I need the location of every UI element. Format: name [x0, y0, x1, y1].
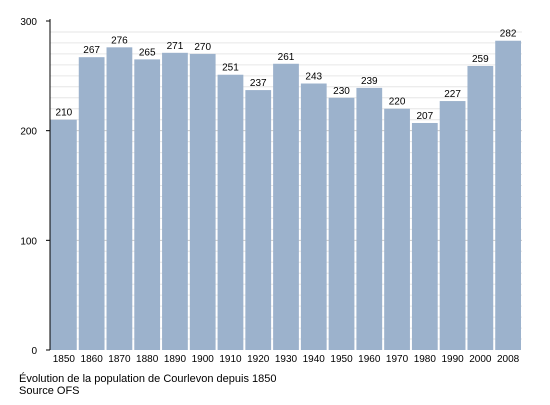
y-tick-label-300: 300 [20, 17, 37, 28]
data-label-1940: 243 [305, 72, 322, 83]
x-tick-label-1880: 1880 [136, 354, 159, 365]
bar-1860 [78, 57, 105, 350]
data-label-1900: 270 [194, 42, 211, 53]
y-tick-label-0: 0 [31, 346, 37, 357]
x-tick-label-1980: 1980 [414, 354, 437, 365]
bar-1890 [162, 52, 188, 350]
x-tick-label-1850: 1850 [53, 354, 76, 365]
bar-1950 [328, 97, 355, 351]
x-tick-label-2008: 2008 [497, 354, 520, 365]
bar-2008 [495, 40, 521, 351]
x-tick-label-1910: 1910 [219, 354, 242, 365]
data-label-1870: 276 [111, 35, 128, 46]
x-tick-label-1890: 1890 [164, 354, 187, 365]
x-tick-label-1930: 1930 [275, 354, 298, 365]
bar-1880 [134, 59, 161, 351]
bar-1870 [106, 47, 133, 350]
data-label-1850: 210 [56, 108, 73, 119]
data-label-1860: 267 [83, 45, 100, 56]
axis-layer [46, 19, 51, 351]
bar-1930 [273, 63, 299, 351]
bar-1980 [411, 122, 438, 351]
data-label-1960: 239 [361, 76, 378, 87]
bar-1920 [245, 90, 272, 350]
y-tick-label-200: 200 [20, 127, 37, 138]
bar-1940 [300, 83, 327, 350]
chart-source: Source OFS [19, 385, 80, 397]
data-label-1930: 261 [278, 52, 295, 63]
data-label-2008: 282 [500, 29, 517, 40]
bars-layer [50, 40, 521, 351]
x-tick-label-1920: 1920 [247, 354, 270, 365]
chart-caption: Évolution de la population de Courlevon … [19, 373, 277, 385]
data-label-1920: 237 [250, 78, 267, 89]
x-tick-label-1950: 1950 [330, 354, 353, 365]
data-label-1980: 207 [416, 111, 433, 122]
y-tick-label-100: 100 [20, 236, 37, 247]
x-tick-label-1860: 1860 [81, 354, 104, 365]
x-tick-label-1870: 1870 [108, 354, 131, 365]
bar-1850 [50, 119, 77, 350]
bar-1960 [356, 87, 383, 350]
x-tick-label-1900: 1900 [192, 354, 215, 365]
bar-1970 [384, 108, 410, 350]
data-label-1970: 220 [389, 97, 406, 108]
data-label-1880: 265 [139, 47, 156, 58]
data-label-1950: 230 [333, 86, 350, 97]
bar-1990 [439, 101, 466, 350]
bar-1900 [189, 53, 216, 351]
bar-2000 [467, 65, 494, 351]
x-tick-label-1940: 1940 [303, 354, 326, 365]
data-label-1910: 251 [222, 63, 239, 74]
bar-1910 [217, 74, 244, 350]
data-label-2000: 259 [472, 54, 489, 65]
data-label-1890: 271 [167, 41, 184, 52]
x-tick-label-1970: 1970 [386, 354, 409, 365]
x-tick-label-1960: 1960 [358, 354, 381, 365]
x-tick-label-1990: 1990 [441, 354, 464, 365]
labels-layer: 210 1850 267 1860 276 1870 265 1880 271 1890 270 19… [20, 17, 519, 365]
data-label-1990: 227 [444, 89, 461, 100]
x-tick-label-2000: 2000 [469, 354, 492, 365]
